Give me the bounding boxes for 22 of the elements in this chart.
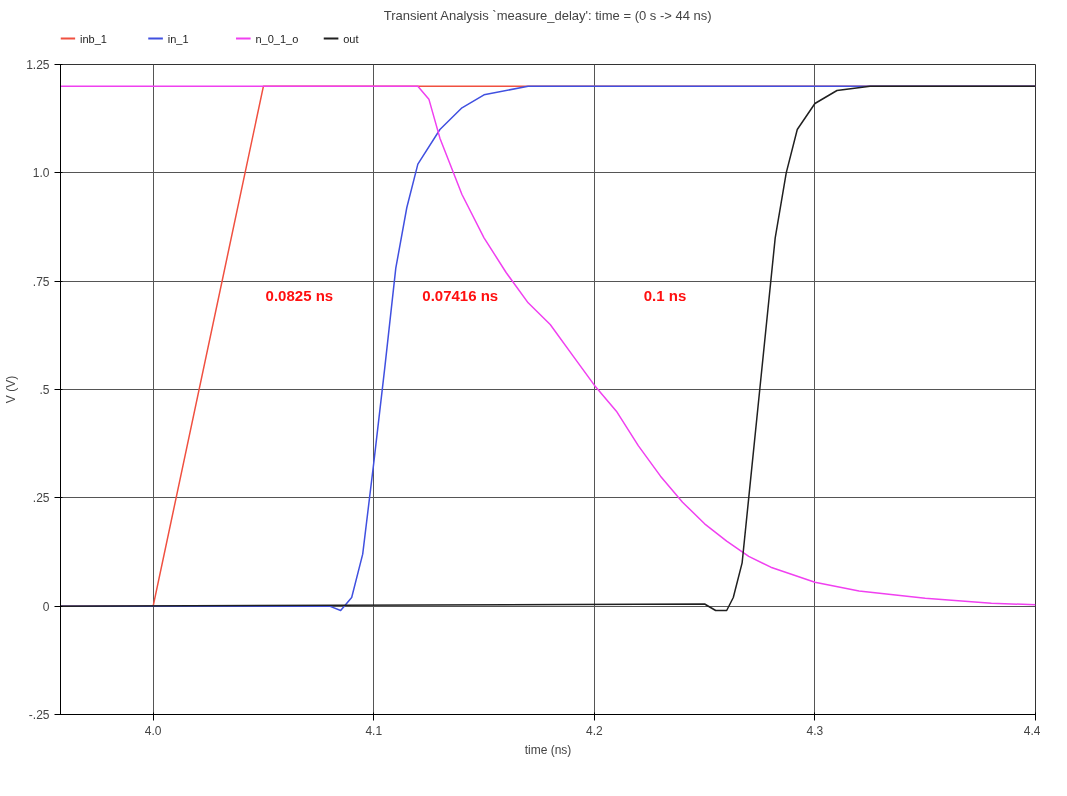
y-tick-label: .5	[39, 383, 50, 397]
chart-title: Transient Analysis `measure_delay': time = (0 s -> 44 ns)	[383, 7, 712, 23]
x-tick-label: 4.0	[144, 723, 162, 738]
y-axis-title: V (V)	[4, 375, 19, 404]
y-tick-label: -.25	[28, 708, 50, 722]
x-axis-title: time (ns)	[524, 742, 572, 757]
legend-label: inb_1	[80, 32, 107, 45]
annotation: 0.07416 ns	[422, 286, 499, 304]
y-tick-label: 1.0	[32, 166, 50, 181]
annotation: 0.1 ns	[643, 286, 687, 304]
y-tick-label: 0	[42, 599, 50, 614]
x-tick-label: 4.2	[585, 723, 603, 738]
x-tick-label: 4.3	[806, 723, 824, 738]
legend-label: out	[343, 32, 359, 45]
x-tick-label: 4.4	[1023, 723, 1041, 738]
y-tick-label: 1.25	[26, 58, 50, 72]
legend-label: in_1	[167, 32, 189, 45]
y-tick-label: .75	[32, 274, 50, 289]
x-tick-label: 4.1	[365, 723, 383, 738]
y-tick-label: .25	[32, 491, 50, 506]
annotation: 0.0825 ns	[265, 286, 334, 304]
legend-label: n_0_1_o	[255, 32, 299, 45]
